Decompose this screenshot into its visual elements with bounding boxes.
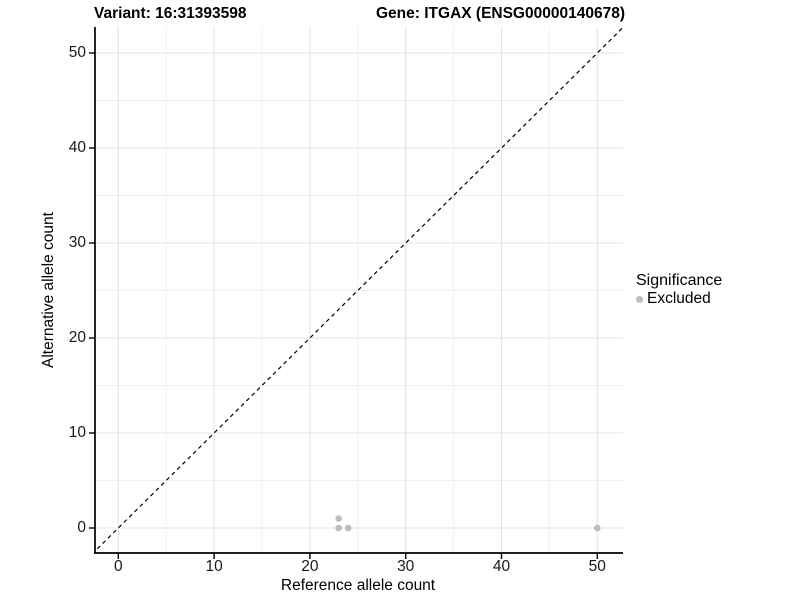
y-tick-label: 30 [68, 234, 86, 251]
x-tick-label: 50 [588, 558, 606, 575]
legend-item-label: Excluded [647, 290, 711, 307]
excluded-point-icon [636, 295, 643, 303]
data-point [335, 515, 342, 522]
plot-title-gene: Gene: ITGAX (ENSG00000140678) [376, 5, 625, 22]
identity-line [95, 27, 623, 552]
x-tick-label: 20 [301, 558, 319, 575]
legend-item-excluded: Excluded [636, 290, 722, 308]
data-point [344, 524, 352, 532]
data-point [594, 524, 601, 532]
y-tick-label: 40 [68, 139, 86, 156]
y-tick-label: 50 [68, 44, 86, 61]
x-axis-title: Reference allele count [280, 577, 436, 594]
y-tick-label: 0 [77, 519, 86, 536]
x-tick-label: 10 [205, 558, 223, 575]
x-tick-label: 30 [397, 558, 415, 575]
legend: Significance Excluded [636, 271, 722, 308]
legend-title: Significance [636, 272, 723, 289]
data-point [335, 524, 342, 532]
y-tick-label: 20 [68, 329, 86, 346]
plot-title-variant: Variant: 16:31393598 [94, 5, 247, 22]
x-tick-label: 0 [113, 558, 123, 575]
y-tick-label: 10 [68, 424, 86, 441]
y-axis-title: Alternative allele count [40, 212, 57, 368]
x-tick-label: 40 [492, 558, 511, 575]
